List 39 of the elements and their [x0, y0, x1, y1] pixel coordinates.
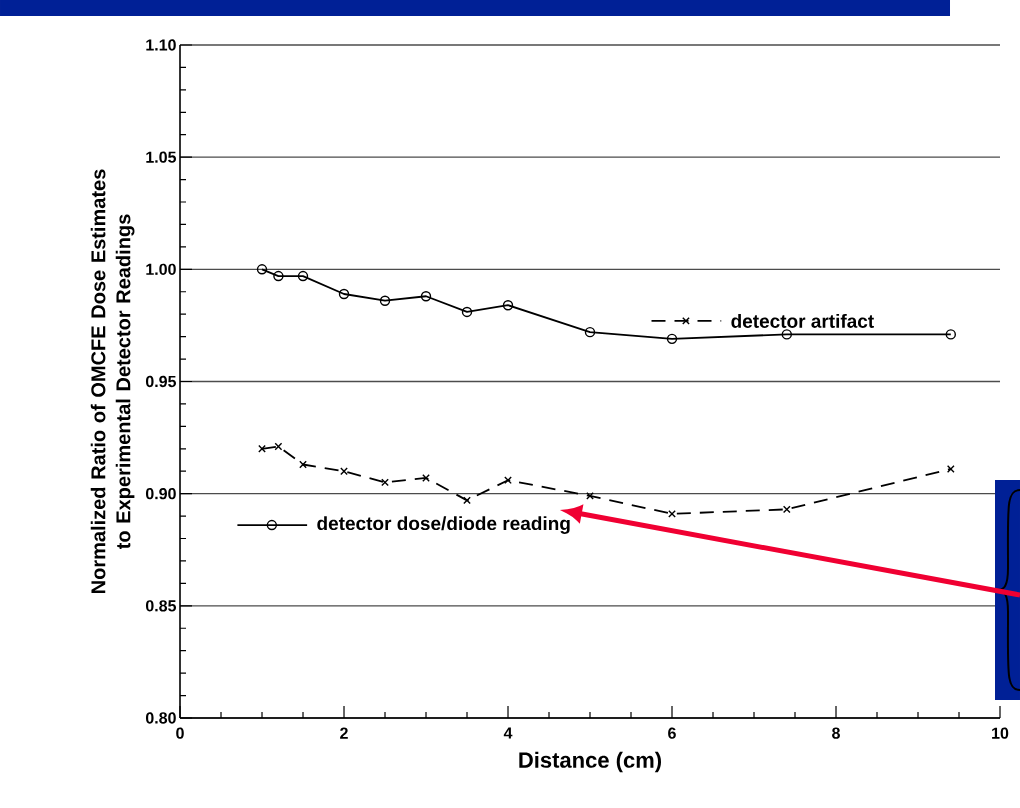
y-tick-label: 0.80 — [145, 712, 176, 724]
point — [340, 467, 348, 476]
point — [782, 505, 791, 514]
x-axis-title: Distance (cm) — [519, 751, 661, 773]
y-tick-label: 0.90 — [145, 488, 176, 500]
point — [461, 306, 473, 318]
point — [946, 465, 955, 473]
y-tick-label: 1.10 — [146, 39, 176, 51]
point — [422, 474, 430, 482]
point — [945, 329, 956, 340]
y-tick-label: 1.05 — [146, 151, 177, 163]
point — [666, 333, 678, 345]
x-tick-label: 10 — [992, 727, 1009, 739]
y-tick-label: 0.95 — [145, 375, 177, 388]
point — [584, 326, 596, 338]
point — [781, 329, 792, 340]
point — [256, 264, 268, 275]
x-tick-label: 6 — [668, 727, 676, 739]
point — [504, 476, 512, 485]
x-tick-label: 2 — [340, 727, 348, 739]
point — [420, 291, 432, 302]
legend-label: detector artifact — [731, 313, 874, 328]
legend-label: detector dose/diode reading — [317, 516, 570, 534]
x-tick-label: 0 — [176, 727, 184, 739]
point — [273, 270, 284, 282]
point — [502, 300, 514, 311]
x-tick-label: 8 — [832, 727, 840, 739]
point — [258, 444, 266, 453]
point — [274, 442, 283, 451]
y-axis-title: Normalized Ratio of OMCFE Dose Estimates to Experimental Detector Readings — [90, 169, 135, 593]
point — [668, 509, 676, 518]
y-tick-label: 0.85 — [145, 600, 177, 612]
point — [379, 295, 391, 306]
x-tick-label: 4 — [503, 727, 513, 739]
point — [338, 288, 350, 300]
y-tick-label: 1.00 — [146, 263, 176, 275]
point — [297, 270, 309, 282]
point — [299, 460, 307, 469]
point — [586, 492, 594, 500]
